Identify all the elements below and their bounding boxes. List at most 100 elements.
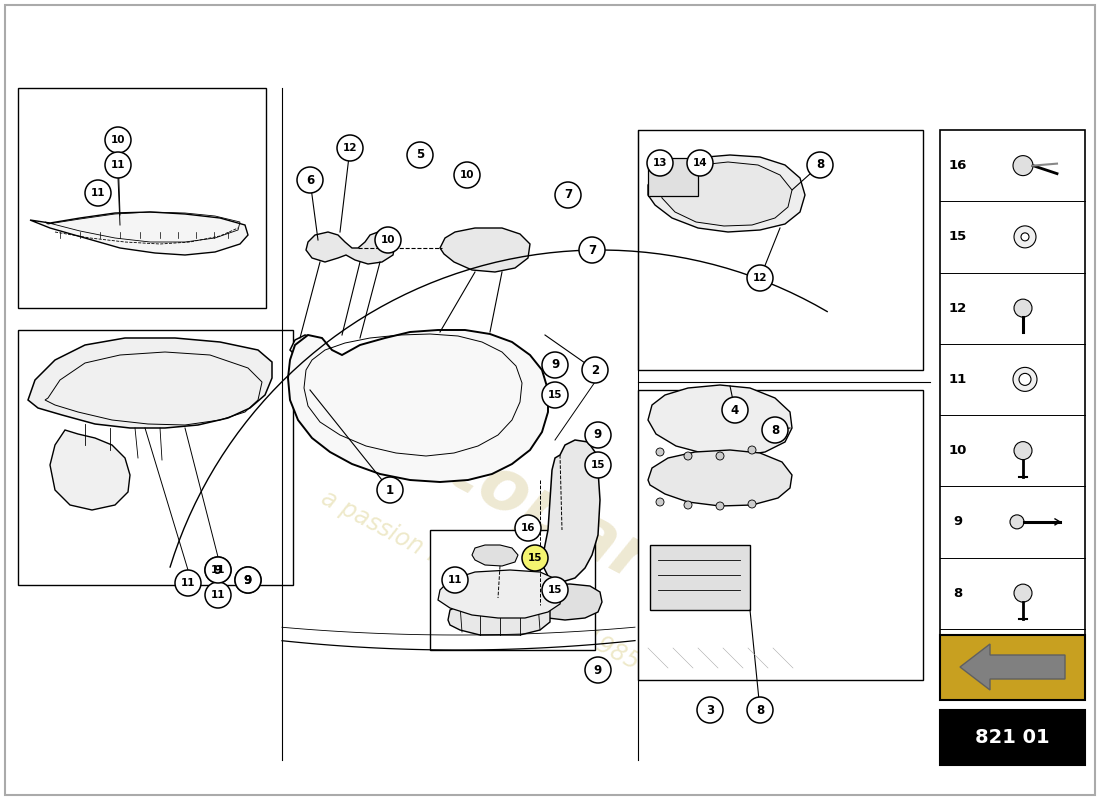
Text: 7: 7	[564, 189, 572, 202]
Text: 9: 9	[244, 574, 252, 586]
Circle shape	[722, 397, 748, 423]
Circle shape	[579, 237, 605, 263]
FancyBboxPatch shape	[18, 330, 293, 585]
Text: 9: 9	[594, 429, 602, 442]
Text: 7: 7	[954, 658, 962, 671]
Text: 10: 10	[111, 135, 125, 145]
Circle shape	[542, 382, 568, 408]
Circle shape	[407, 142, 433, 168]
Circle shape	[762, 417, 788, 443]
Text: a passion for parts since 1985: a passion for parts since 1985	[317, 486, 644, 674]
Text: 16: 16	[949, 159, 967, 172]
Polygon shape	[438, 570, 562, 618]
Text: 1: 1	[386, 483, 394, 497]
Circle shape	[688, 150, 713, 176]
Polygon shape	[544, 440, 600, 582]
Text: 9: 9	[213, 563, 222, 577]
Circle shape	[556, 182, 581, 208]
Text: 3: 3	[706, 703, 714, 717]
Text: 15: 15	[548, 390, 562, 400]
Text: 15: 15	[548, 585, 562, 595]
Circle shape	[205, 582, 231, 608]
FancyBboxPatch shape	[430, 530, 595, 650]
Text: 8: 8	[771, 423, 779, 437]
Text: 16: 16	[520, 523, 536, 533]
Circle shape	[337, 135, 363, 161]
Polygon shape	[648, 450, 792, 506]
Circle shape	[205, 557, 231, 583]
Circle shape	[684, 501, 692, 509]
Polygon shape	[30, 212, 248, 255]
FancyBboxPatch shape	[940, 710, 1085, 765]
Circle shape	[522, 545, 548, 571]
Circle shape	[104, 152, 131, 178]
Text: 13: 13	[652, 158, 668, 168]
Circle shape	[747, 265, 773, 291]
Circle shape	[716, 452, 724, 460]
Circle shape	[175, 570, 201, 596]
Circle shape	[1014, 584, 1032, 602]
Text: 11: 11	[448, 575, 462, 585]
Polygon shape	[28, 338, 272, 428]
FancyBboxPatch shape	[18, 88, 266, 308]
Circle shape	[1013, 156, 1033, 176]
Polygon shape	[50, 430, 130, 510]
Circle shape	[205, 557, 231, 583]
Polygon shape	[660, 162, 792, 226]
Text: 8: 8	[816, 158, 824, 171]
Text: autoparts: autoparts	[349, 386, 732, 634]
Polygon shape	[1014, 657, 1032, 672]
Polygon shape	[648, 385, 792, 456]
Circle shape	[1010, 515, 1024, 529]
Text: 6: 6	[306, 174, 315, 186]
Circle shape	[1014, 299, 1032, 317]
Text: 821 01: 821 01	[976, 728, 1049, 747]
Circle shape	[542, 577, 568, 603]
Circle shape	[1013, 367, 1037, 391]
Polygon shape	[530, 584, 602, 620]
Text: 5: 5	[416, 149, 425, 162]
Text: 10: 10	[381, 235, 395, 245]
Text: 15: 15	[949, 230, 967, 243]
Circle shape	[684, 452, 692, 460]
Circle shape	[748, 500, 756, 508]
Circle shape	[585, 657, 611, 683]
Text: 9: 9	[244, 574, 252, 586]
Polygon shape	[960, 644, 1065, 690]
Circle shape	[585, 422, 611, 448]
Polygon shape	[290, 335, 324, 362]
FancyBboxPatch shape	[650, 545, 750, 610]
Text: 7: 7	[587, 243, 596, 257]
Circle shape	[85, 180, 111, 206]
Polygon shape	[306, 232, 395, 264]
Circle shape	[515, 515, 541, 541]
Text: 9: 9	[954, 515, 962, 528]
Text: 11: 11	[180, 578, 196, 588]
Text: 2: 2	[591, 363, 600, 377]
Circle shape	[747, 697, 773, 723]
Circle shape	[656, 448, 664, 456]
Text: 11: 11	[211, 590, 226, 600]
Circle shape	[104, 127, 131, 153]
Polygon shape	[288, 330, 548, 482]
Text: 11: 11	[111, 160, 125, 170]
Circle shape	[235, 567, 261, 593]
Circle shape	[1014, 442, 1032, 460]
Text: 11: 11	[949, 373, 967, 386]
FancyBboxPatch shape	[638, 390, 923, 680]
Text: 12: 12	[949, 302, 967, 314]
Text: 11: 11	[211, 565, 226, 575]
Circle shape	[1014, 226, 1036, 248]
Circle shape	[297, 167, 323, 193]
Text: 10: 10	[460, 170, 474, 180]
FancyBboxPatch shape	[940, 130, 1085, 700]
Circle shape	[542, 352, 568, 378]
Circle shape	[235, 567, 261, 593]
Polygon shape	[472, 545, 518, 566]
Text: 10: 10	[949, 444, 967, 457]
Text: 14: 14	[693, 158, 707, 168]
Text: 12: 12	[343, 143, 358, 153]
Text: 9: 9	[551, 358, 559, 371]
Text: 4: 4	[730, 403, 739, 417]
FancyBboxPatch shape	[638, 130, 923, 370]
